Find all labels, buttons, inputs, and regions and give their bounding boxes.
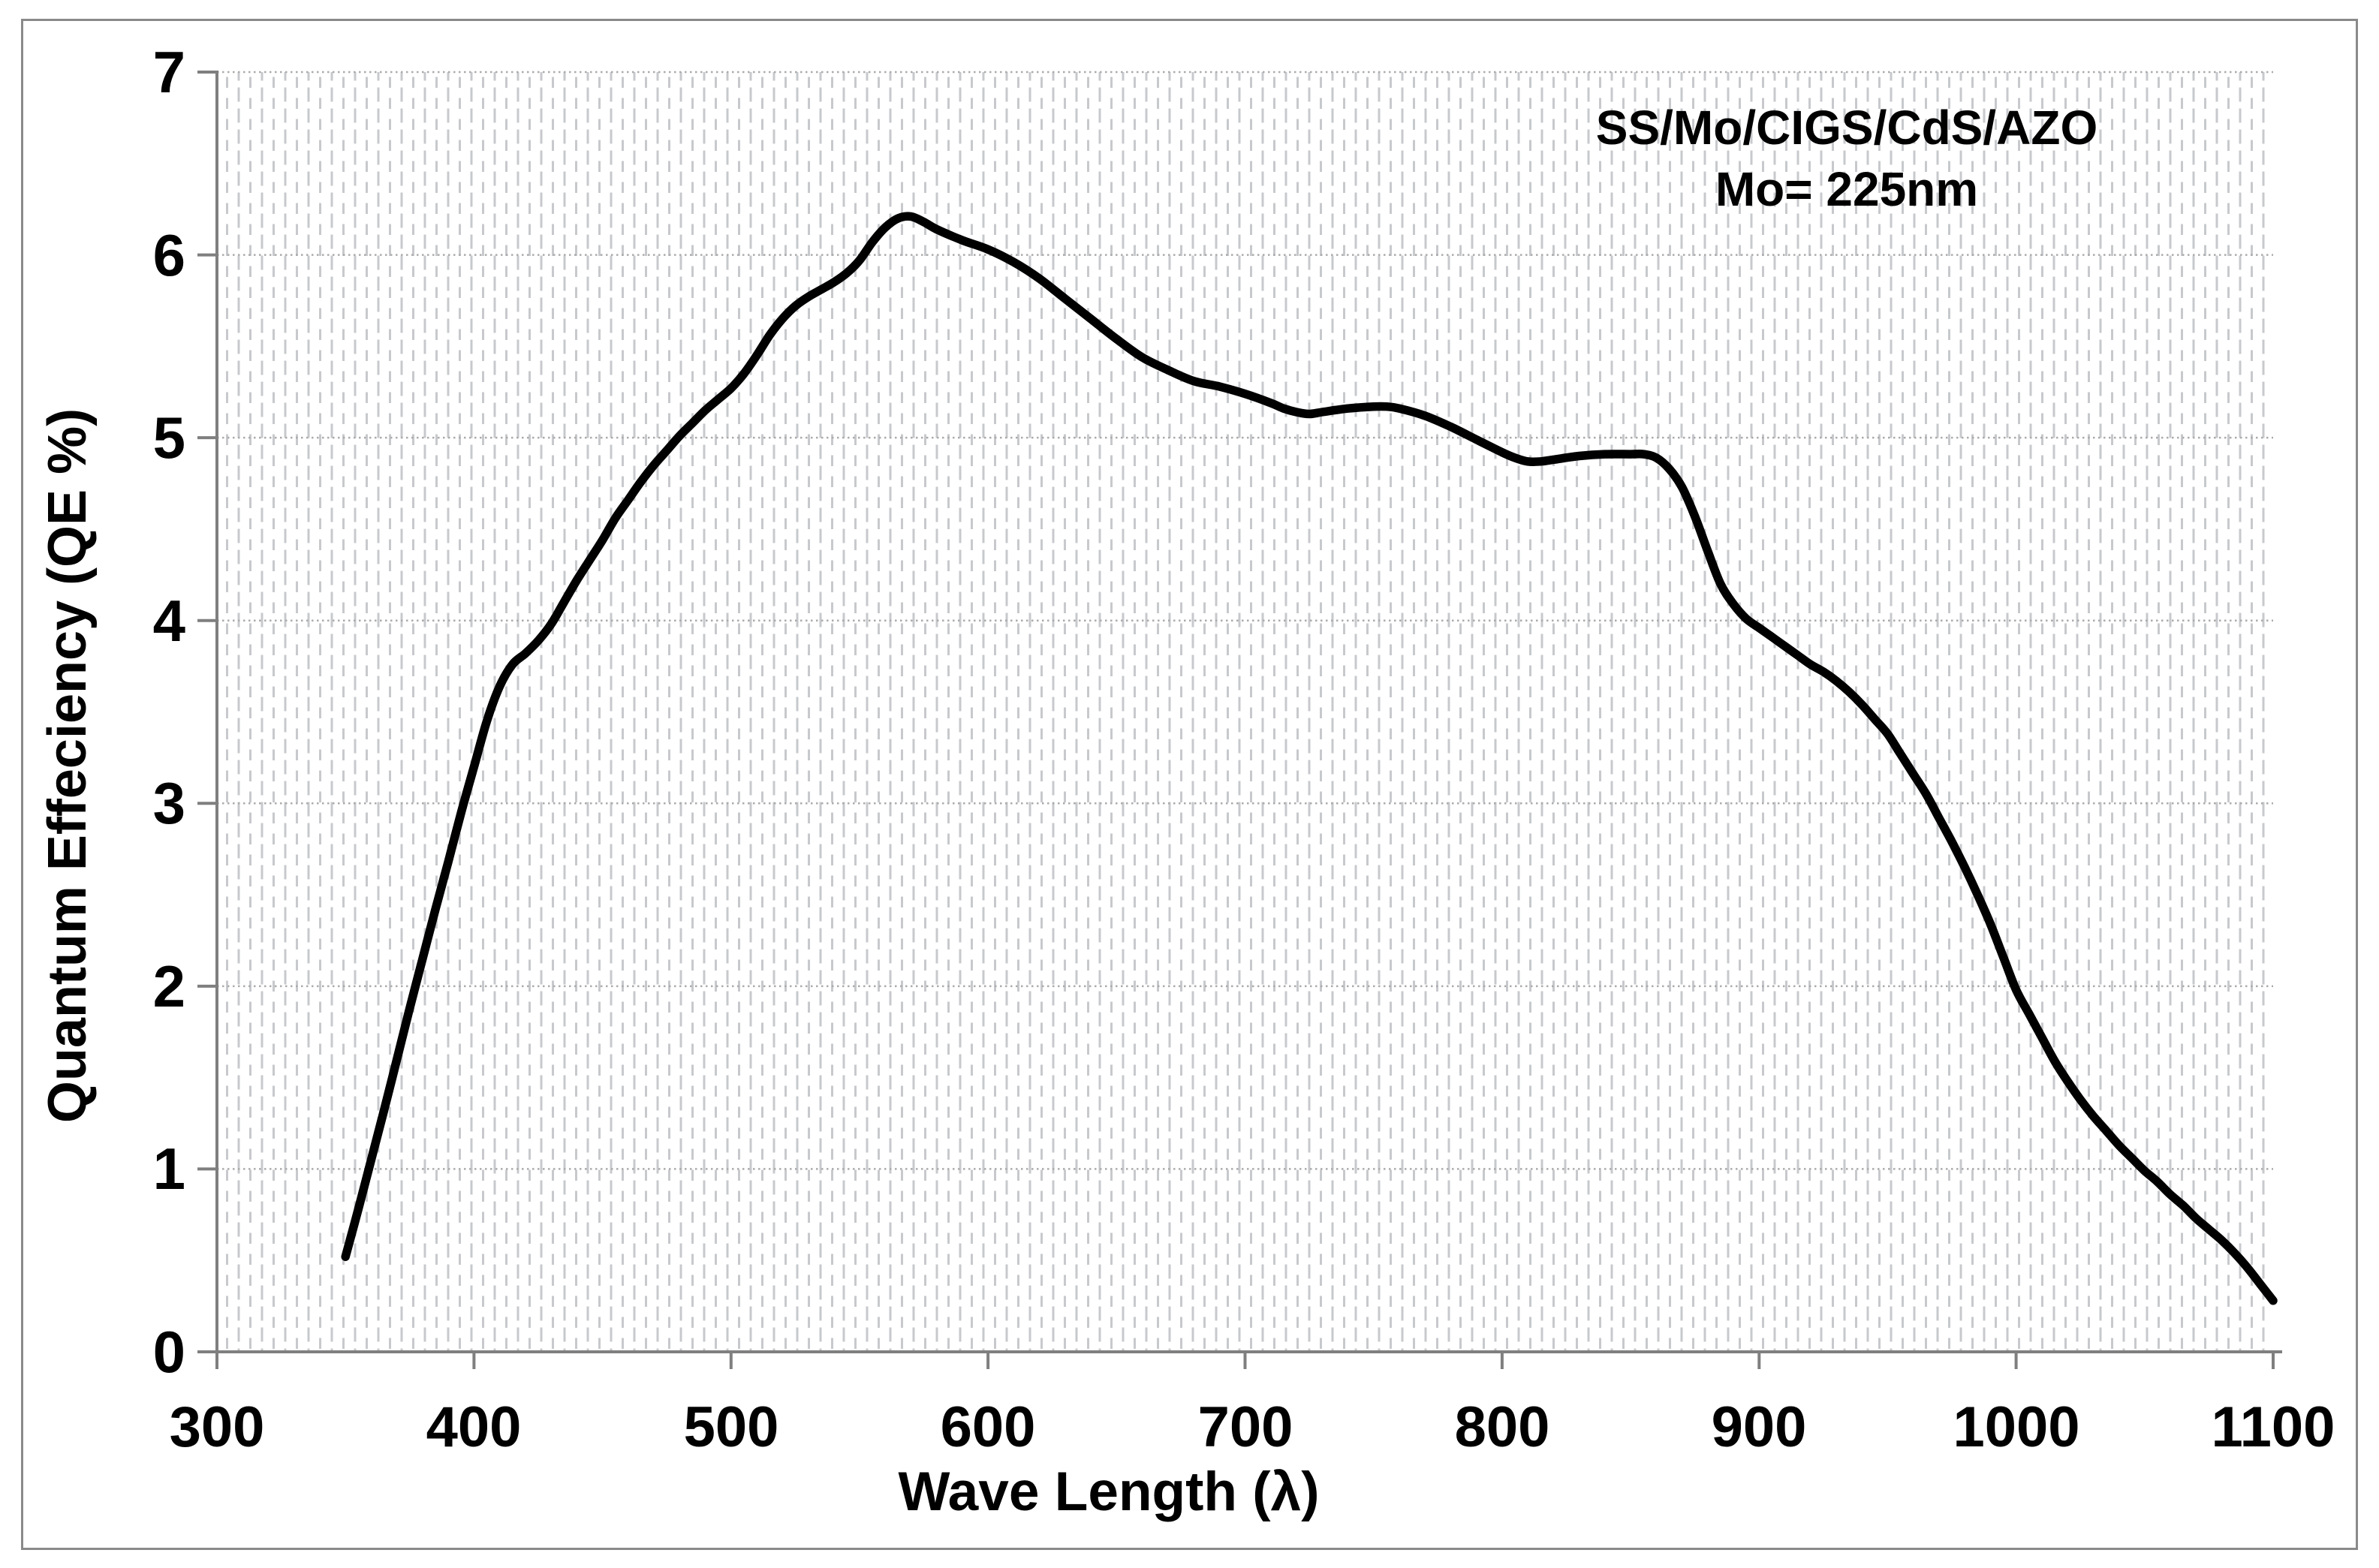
x-tick-label: 300 [169, 1395, 265, 1459]
y-tick-label: 3 [152, 770, 185, 836]
x-tick-label: 600 [940, 1395, 1036, 1459]
y-axis-title: Quantum Effeciency (QE %) [38, 408, 98, 1124]
x-axis-title: Wave Length (λ) [898, 1461, 1320, 1522]
y-tick-label: 5 [152, 405, 185, 471]
y-tick-label: 0 [152, 1319, 185, 1385]
x-tick-label: 400 [426, 1395, 522, 1459]
x-axis-ticks [215, 1353, 2275, 1369]
y-axis-ticks [197, 71, 215, 1353]
x-tick-label: 700 [1197, 1395, 1293, 1459]
y-tick-label: 4 [152, 588, 185, 654]
annotation-line-2: Mo= 225nm [1715, 162, 1979, 216]
x-tick-label: 800 [1454, 1395, 1550, 1459]
y-tick-label: 7 [152, 39, 185, 105]
x-tick-label: 500 [683, 1395, 779, 1459]
series-annotation: SS/Mo/CIGS/CdS/AZO Mo= 225nm [1596, 97, 2097, 220]
y-tick-label: 6 [152, 222, 185, 288]
x-tick-label: 1000 [1953, 1395, 2080, 1459]
annotation-line-1: SS/Mo/CIGS/CdS/AZO [1595, 101, 2098, 155]
y-tick-label: 2 [152, 953, 185, 1019]
x-tick-label: 1100 [2211, 1395, 2335, 1459]
qe-curve [341, 212, 2278, 1305]
plot-area-fill [218, 72, 2273, 1352]
y-tick-label: 1 [152, 1136, 185, 1202]
x-tick-label: 900 [1711, 1395, 1807, 1459]
